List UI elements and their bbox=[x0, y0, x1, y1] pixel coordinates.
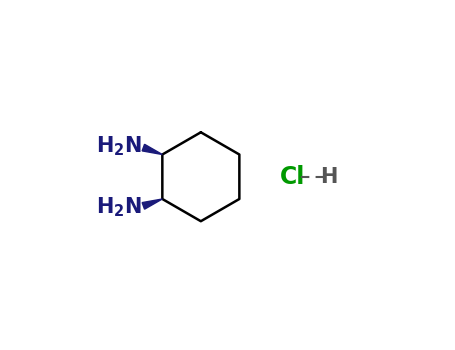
Text: $\mathregular{H_2N}$: $\mathregular{H_2N}$ bbox=[96, 195, 142, 219]
Polygon shape bbox=[142, 199, 162, 209]
Polygon shape bbox=[142, 144, 162, 154]
Text: Cl: Cl bbox=[280, 165, 305, 189]
Text: $\mathregular{H_2N}$: $\mathregular{H_2N}$ bbox=[96, 134, 142, 158]
Text: H: H bbox=[320, 167, 338, 187]
